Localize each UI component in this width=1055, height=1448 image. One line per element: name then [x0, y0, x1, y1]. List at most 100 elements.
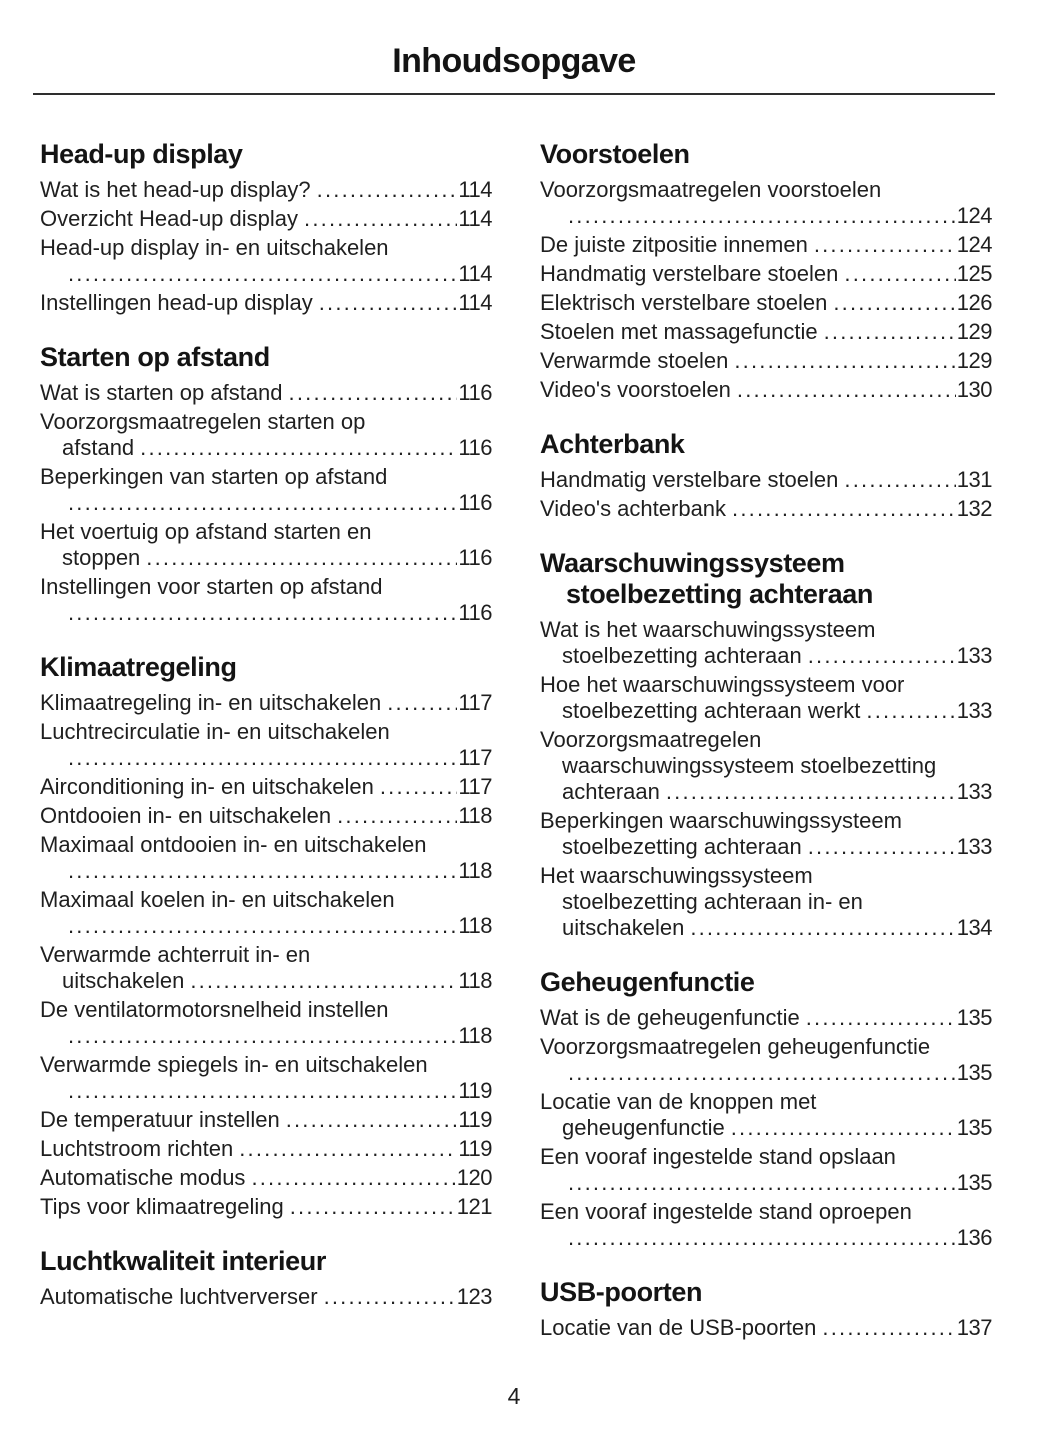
entry-line: waarschuwingssysteem stoelbezetting — [540, 753, 992, 779]
entry-page-number: 114 — [458, 290, 492, 315]
entry-page-number: 136 — [956, 1225, 993, 1250]
toc-entry: Wat is starten op afstand 116 — [40, 380, 492, 406]
entry-line: geheugenfunctie 135 — [540, 1115, 993, 1141]
entry-page-number: 119 — [458, 1078, 492, 1103]
dot-leader — [732, 496, 956, 522]
toc-entry: Wat is het waarschuwingssysteem stoelbeze… — [540, 617, 993, 669]
toc-entry: Instellingen head-up display 114 — [40, 290, 492, 316]
section-title: Head-up display — [40, 139, 492, 170]
entry-line: Locatie van de USB-poorten 137 — [540, 1315, 993, 1341]
dot-leader — [304, 206, 457, 232]
toc-section: Luchtkwaliteit interieur Automatische luc… — [40, 1246, 493, 1310]
toc-column: Voorstoelen Voorzorgsmaatregelen voorstoe… — [540, 139, 993, 1344]
dot-leader — [844, 261, 955, 287]
entry-page-number: 116 — [458, 545, 492, 570]
toc-entry: Verwarmde spiegels in- en uitschakelen 11… — [40, 1052, 492, 1104]
dot-leader — [140, 435, 457, 461]
dot-leader — [319, 290, 458, 316]
entry-page-number: 118 — [458, 858, 492, 883]
entry-line: 118 — [40, 913, 492, 939]
toc-entry: De temperatuur instellen 119 — [40, 1107, 492, 1133]
entry-line: afstand 116 — [40, 435, 492, 461]
section-title: Achterbank — [540, 429, 992, 460]
entry-label: Ontdooien in- en uitschakelen — [40, 803, 332, 828]
entry-line: Beperkingen van starten op afstand — [40, 464, 492, 490]
entry-line: Voorzorgsmaatregelen geheugenfunctie — [540, 1034, 992, 1060]
entry-line: Het voertuig op afstand starten en — [40, 519, 492, 545]
entry-line: Instellingen voor starten op afstand — [40, 574, 492, 600]
entry-line: Video's voorstoelen 130 — [540, 377, 993, 403]
entry-line: 116 — [40, 490, 492, 516]
dot-leader — [380, 774, 458, 800]
toc-entry: Maximaal koelen in- en uitschakelen 118 — [40, 887, 492, 939]
entry-label: De ventilatormotorsnelheid instellen — [40, 997, 389, 1022]
entry-page-number: 135 — [956, 1005, 993, 1030]
dot-leader — [68, 600, 457, 626]
entry-line: 124 — [540, 203, 993, 229]
toc-entry: Wat is de geheugenfunctie 135 — [540, 1005, 993, 1031]
section-title-line: Luchtkwaliteit interieur — [40, 1246, 326, 1276]
entry-label: Een vooraf ingestelde stand opslaan — [540, 1144, 896, 1169]
entry-line: 117 — [40, 745, 492, 771]
toc-entry: Luchtrecirculatie in- en uitschakelen 117 — [40, 719, 492, 771]
entry-label: Verwarmde stoelen — [540, 348, 729, 373]
entry-line: Een vooraf ingestelde stand oproepen — [540, 1199, 992, 1225]
entry-page-number: 117 — [458, 774, 492, 799]
section-title-line: USB-poorten — [540, 1277, 703, 1307]
dot-leader — [568, 1225, 956, 1251]
entry-label: Hoe het waarschuwingssysteem voor — [540, 672, 905, 697]
entry-page-number: 116 — [458, 435, 492, 460]
entry-label: Overzicht Head-up display — [40, 206, 299, 231]
section-title-line: Achterbank — [540, 429, 685, 459]
entry-line: Klimaatregeling in- en uitschakelen 117 — [40, 690, 492, 716]
toc-entry: Luchtstroom richten 119 — [40, 1136, 492, 1162]
entry-line: De juiste zitpositie innemen 124 — [540, 232, 993, 258]
entry-label: stoelbezetting achteraan — [562, 834, 802, 859]
toc-entry: Locatie van de knoppen met geheugenfuncti… — [540, 1089, 993, 1141]
toc-entry: Overzicht Head-up display 114 — [40, 206, 492, 232]
dot-leader — [734, 348, 955, 374]
entry-label: Tips voor klimaatregeling — [40, 1194, 284, 1219]
entry-page-number: 129 — [956, 319, 993, 344]
page-number: 4 — [507, 1383, 521, 1409]
entry-label: Het waarschuwingssysteem — [540, 863, 813, 888]
entry-line: Video's achterbank 132 — [540, 496, 993, 522]
toc-entry: Handmatig verstelbare stoelen 125 — [540, 261, 993, 287]
entry-line: Een vooraf ingestelde stand opslaan — [540, 1144, 992, 1170]
entry-page-number: 118 — [458, 968, 492, 993]
dot-leader — [290, 1194, 456, 1220]
entry-label: Verwarmde spiegels in- en uitschakelen — [40, 1052, 428, 1077]
dot-leader — [568, 203, 956, 229]
entry-line: Verwarmde stoelen 129 — [540, 348, 993, 374]
page-title: Inhoudsopgave — [392, 42, 636, 80]
entry-page-number: 114 — [458, 177, 492, 202]
entry-label: Maximaal koelen in- en uitschakelen — [40, 887, 395, 912]
entry-line: Elektrisch verstelbare stoelen 126 — [540, 290, 993, 316]
section-title: Waarschuwingssysteem stoelbezetting achte… — [540, 548, 992, 610]
entry-line: Voorzorgsmaatregelen — [540, 727, 992, 753]
entry-line: Verwarmde spiegels in- en uitschakelen — [40, 1052, 492, 1078]
section-title: Luchtkwaliteit interieur — [40, 1246, 492, 1277]
toc-section: Voorstoelen Voorzorgsmaatregelen voorstoe… — [540, 139, 993, 403]
entry-line: De ventilatormotorsnelheid instellen — [40, 997, 492, 1023]
dot-leader — [690, 915, 955, 941]
dot-leader — [568, 1170, 956, 1196]
entry-page-number: 119 — [458, 1136, 492, 1161]
entry-page-number: 114 — [458, 261, 492, 286]
entry-line: Beperkingen waarschuwingssysteem — [540, 808, 992, 834]
entry-line: Tips voor klimaatregeling 121 — [40, 1194, 493, 1220]
dot-leader — [731, 1115, 956, 1141]
entry-label: Voorzorgsmaatregelen geheugenfunctie — [540, 1034, 931, 1059]
dot-leader — [866, 698, 955, 724]
entry-label: waarschuwingssysteem stoelbezetting — [562, 753, 937, 778]
entry-label: De temperatuur instellen — [40, 1107, 280, 1132]
entry-label: uitschakelen — [562, 915, 685, 940]
entry-label: Verwarmde achterruit in- en — [40, 942, 311, 967]
entry-label: Wat is het waarschuwingssysteem — [540, 617, 876, 642]
entry-page-number: 132 — [956, 496, 993, 521]
entry-page-number: 129 — [956, 348, 993, 373]
entry-line: Locatie van de knoppen met — [540, 1089, 992, 1115]
entry-line: stoelbezetting achteraan 133 — [540, 643, 993, 669]
section-title-line: Waarschuwingssysteem — [540, 548, 845, 578]
